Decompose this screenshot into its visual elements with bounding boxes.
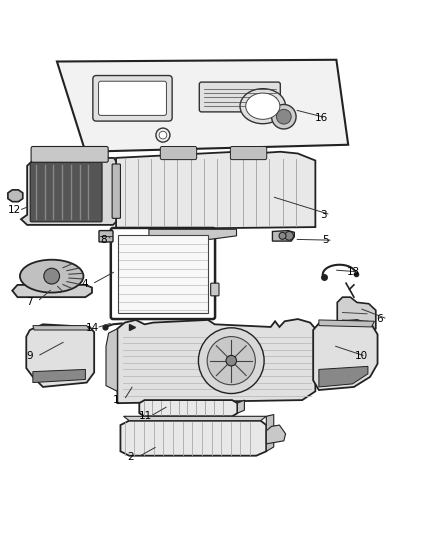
- FancyBboxPatch shape: [99, 81, 166, 115]
- Polygon shape: [266, 415, 274, 451]
- Text: 4: 4: [81, 279, 88, 289]
- FancyBboxPatch shape: [111, 228, 215, 319]
- Text: 11: 11: [139, 411, 152, 421]
- Text: 3: 3: [320, 210, 326, 220]
- Polygon shape: [106, 329, 117, 391]
- Text: 16: 16: [314, 112, 328, 123]
- Text: 12: 12: [8, 205, 21, 215]
- Polygon shape: [116, 152, 315, 229]
- FancyBboxPatch shape: [118, 236, 208, 313]
- Polygon shape: [149, 229, 237, 239]
- Polygon shape: [266, 425, 286, 444]
- Polygon shape: [117, 319, 315, 403]
- Text: 2: 2: [127, 452, 134, 462]
- Text: 1: 1: [113, 395, 120, 405]
- FancyBboxPatch shape: [112, 164, 120, 219]
- FancyBboxPatch shape: [31, 147, 108, 162]
- Text: 14: 14: [85, 323, 99, 333]
- FancyBboxPatch shape: [199, 82, 280, 112]
- Polygon shape: [272, 231, 294, 241]
- Polygon shape: [313, 320, 378, 390]
- Text: 10: 10: [355, 351, 368, 361]
- Text: 7: 7: [26, 296, 33, 306]
- FancyBboxPatch shape: [160, 147, 197, 159]
- Polygon shape: [12, 285, 92, 297]
- Text: 9: 9: [26, 351, 33, 361]
- Circle shape: [279, 232, 286, 239]
- Circle shape: [272, 104, 296, 129]
- Circle shape: [44, 268, 60, 284]
- Circle shape: [285, 231, 293, 240]
- FancyBboxPatch shape: [93, 76, 172, 121]
- FancyBboxPatch shape: [211, 283, 219, 296]
- Circle shape: [156, 128, 170, 142]
- FancyBboxPatch shape: [99, 231, 113, 242]
- FancyBboxPatch shape: [30, 162, 102, 222]
- Ellipse shape: [20, 260, 83, 293]
- Polygon shape: [237, 400, 244, 413]
- Circle shape: [226, 356, 237, 366]
- Polygon shape: [337, 297, 376, 333]
- Polygon shape: [21, 158, 119, 225]
- Polygon shape: [120, 421, 266, 456]
- Polygon shape: [319, 366, 368, 387]
- Circle shape: [207, 336, 255, 385]
- Circle shape: [159, 131, 167, 139]
- Polygon shape: [319, 320, 374, 327]
- FancyBboxPatch shape: [230, 147, 267, 159]
- Polygon shape: [57, 60, 348, 152]
- Ellipse shape: [246, 93, 280, 119]
- Text: 5: 5: [322, 235, 328, 245]
- Polygon shape: [124, 416, 266, 421]
- Text: 6: 6: [377, 314, 383, 324]
- Polygon shape: [8, 190, 23, 201]
- Polygon shape: [139, 400, 237, 416]
- Ellipse shape: [240, 88, 286, 124]
- Polygon shape: [33, 326, 90, 330]
- Polygon shape: [33, 369, 85, 383]
- Text: 8: 8: [101, 235, 107, 245]
- Circle shape: [198, 328, 264, 393]
- Circle shape: [276, 109, 291, 124]
- Text: 13: 13: [347, 266, 360, 277]
- Polygon shape: [26, 324, 94, 387]
